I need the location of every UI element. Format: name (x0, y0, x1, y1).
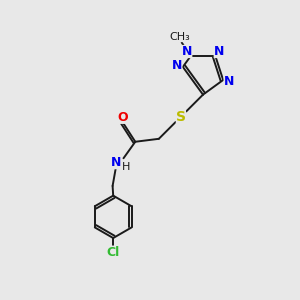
Text: H: H (122, 162, 130, 172)
Text: N: N (224, 75, 234, 88)
Text: Cl: Cl (106, 246, 120, 259)
Text: O: O (118, 111, 128, 124)
Text: N: N (172, 58, 182, 72)
Text: CH₃: CH₃ (170, 32, 190, 42)
Text: N: N (214, 45, 224, 58)
Text: N: N (111, 156, 122, 169)
Text: S: S (176, 110, 186, 124)
Text: N: N (182, 45, 192, 58)
